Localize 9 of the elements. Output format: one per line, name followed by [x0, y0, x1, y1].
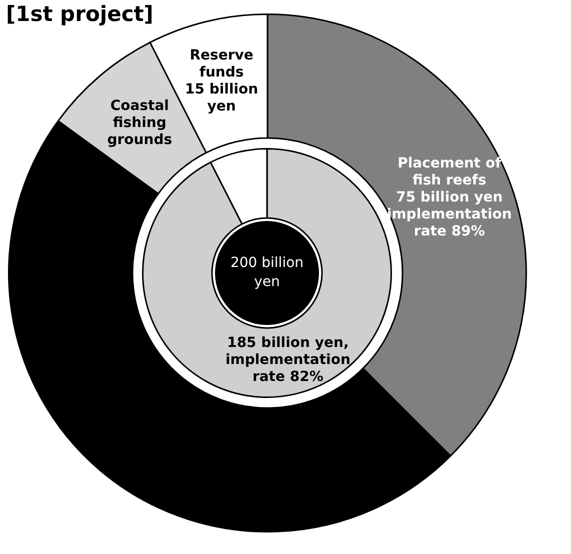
slice-label: Reserve funds — [190, 48, 254, 81]
data-label: 75 billion yen — [396, 189, 503, 206]
chart-title: [1st project] — [6, 2, 154, 26]
text: 200 billion yen — [230, 255, 304, 290]
data-label: 185 billion yen, — [227, 334, 349, 351]
slice-label: Placement of fish reefs — [398, 155, 502, 188]
slice-label: Coastal fishing grounds — [107, 98, 172, 148]
data-label: 15 billion yen — [184, 82, 258, 115]
text: implementation rate 82% — [225, 352, 350, 385]
